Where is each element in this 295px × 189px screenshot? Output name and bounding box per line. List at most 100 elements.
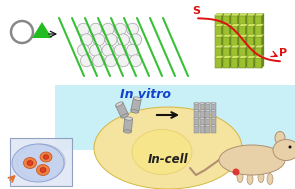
Polygon shape	[247, 56, 256, 58]
Bar	[255, 26, 261, 36]
Polygon shape	[222, 24, 224, 36]
Polygon shape	[237, 35, 240, 47]
Circle shape	[90, 44, 102, 56]
Circle shape	[127, 23, 139, 35]
Polygon shape	[245, 24, 248, 36]
Circle shape	[77, 23, 89, 35]
Ellipse shape	[211, 102, 216, 104]
Bar	[238, 48, 245, 58]
Polygon shape	[222, 13, 224, 26]
Bar	[123, 118, 132, 132]
Polygon shape	[253, 13, 256, 26]
Polygon shape	[222, 45, 224, 58]
Polygon shape	[247, 24, 256, 26]
Bar	[194, 118, 199, 125]
Bar	[194, 126, 199, 133]
Bar	[194, 111, 199, 118]
Bar	[205, 103, 210, 110]
Bar	[230, 26, 237, 36]
Bar	[247, 58, 253, 68]
Bar	[214, 48, 222, 58]
Circle shape	[127, 44, 139, 56]
Text: P: P	[279, 48, 287, 58]
Bar	[230, 37, 237, 47]
Ellipse shape	[200, 110, 205, 112]
Polygon shape	[253, 45, 256, 58]
Ellipse shape	[275, 132, 285, 145]
Bar	[211, 103, 216, 110]
Bar	[214, 37, 222, 47]
Bar	[214, 58, 222, 68]
Polygon shape	[245, 35, 248, 47]
Polygon shape	[230, 45, 232, 58]
Bar	[200, 111, 205, 118]
Bar	[230, 16, 237, 26]
Ellipse shape	[205, 102, 210, 104]
Polygon shape	[238, 13, 248, 16]
Ellipse shape	[211, 125, 216, 127]
Ellipse shape	[205, 110, 210, 112]
Bar	[194, 103, 199, 110]
Ellipse shape	[40, 167, 46, 173]
Ellipse shape	[123, 130, 131, 133]
Ellipse shape	[24, 157, 37, 169]
Ellipse shape	[194, 117, 199, 119]
Text: In vitro: In vitro	[119, 88, 171, 101]
Ellipse shape	[40, 152, 52, 162]
Polygon shape	[214, 24, 224, 26]
Ellipse shape	[194, 102, 199, 104]
Ellipse shape	[267, 174, 273, 184]
Bar	[238, 26, 245, 36]
Circle shape	[81, 34, 92, 46]
Polygon shape	[253, 35, 256, 47]
Polygon shape	[230, 13, 232, 26]
Polygon shape	[222, 35, 232, 37]
Polygon shape	[32, 22, 52, 38]
Polygon shape	[253, 56, 256, 68]
Circle shape	[105, 34, 117, 46]
Bar	[222, 16, 230, 26]
Polygon shape	[214, 35, 224, 37]
Polygon shape	[237, 56, 240, 68]
Ellipse shape	[200, 125, 205, 127]
Polygon shape	[255, 13, 264, 16]
Circle shape	[117, 55, 129, 67]
Polygon shape	[222, 56, 224, 68]
Polygon shape	[222, 56, 232, 58]
Ellipse shape	[124, 117, 132, 120]
Polygon shape	[238, 56, 248, 58]
Bar	[214, 16, 222, 26]
Polygon shape	[222, 24, 232, 26]
Polygon shape	[230, 45, 240, 48]
Polygon shape	[255, 45, 264, 48]
Polygon shape	[237, 13, 240, 26]
Ellipse shape	[132, 129, 192, 174]
Ellipse shape	[247, 174, 253, 184]
Bar	[230, 58, 237, 68]
Polygon shape	[230, 35, 232, 47]
Polygon shape	[214, 56, 224, 58]
Polygon shape	[255, 35, 264, 37]
Ellipse shape	[131, 110, 139, 113]
Ellipse shape	[258, 171, 264, 183]
Circle shape	[102, 44, 114, 56]
Ellipse shape	[43, 155, 49, 159]
Ellipse shape	[12, 144, 64, 182]
Ellipse shape	[200, 117, 205, 119]
Bar	[200, 126, 205, 133]
Ellipse shape	[273, 139, 295, 160]
Polygon shape	[255, 56, 264, 58]
Polygon shape	[222, 13, 232, 16]
Circle shape	[102, 23, 114, 35]
Polygon shape	[237, 45, 240, 58]
Circle shape	[114, 44, 126, 56]
Polygon shape	[55, 85, 295, 150]
Ellipse shape	[116, 102, 123, 106]
Bar	[205, 111, 210, 118]
Bar	[211, 126, 216, 133]
Ellipse shape	[194, 125, 199, 127]
Bar	[238, 16, 245, 26]
Circle shape	[232, 169, 240, 176]
Bar	[247, 48, 253, 58]
Polygon shape	[230, 56, 240, 58]
